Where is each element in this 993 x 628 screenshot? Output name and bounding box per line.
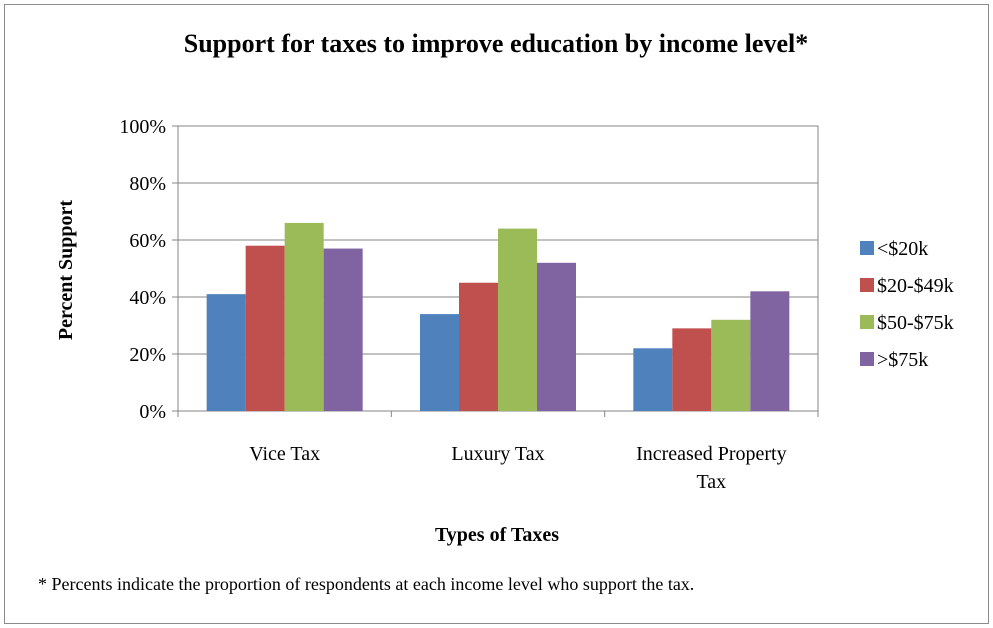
x-axis-title: Types of Taxes <box>435 524 559 546</box>
y-tick-label: 100% <box>119 116 166 138</box>
axes: 0% 20% 40% 60% 80% 100% Vice Tax Luxury Tax Incr… <box>119 116 819 493</box>
footnote: * Percents indicate the proportion of re… <box>38 574 694 594</box>
y-tick-label: 0% <box>139 401 166 423</box>
chart-title: Support for taxes to improve education b… <box>184 29 808 58</box>
bar <box>284 222 324 411</box>
bar <box>459 282 498 411</box>
legend-label: $20-$49k <box>877 275 954 297</box>
legend-swatch <box>860 315 874 329</box>
bar <box>323 248 363 411</box>
legend-label: >$75k <box>877 349 928 371</box>
x-tick-label: Increased Property <box>636 443 787 465</box>
x-tick-label: Vice Tax <box>249 443 320 465</box>
bar <box>711 319 751 411</box>
bar <box>498 228 537 411</box>
bar <box>672 328 712 411</box>
legend-swatch <box>860 352 874 366</box>
legend-label: $50-$75k <box>877 312 954 334</box>
bar <box>750 291 790 411</box>
bars <box>206 222 790 411</box>
legend-label: <$20k <box>877 238 928 260</box>
x-tick-label: Luxury Tax <box>451 443 544 465</box>
y-axis-title: Percent Support <box>55 200 77 341</box>
legend-swatch <box>860 241 874 255</box>
bar <box>245 245 285 411</box>
bar <box>206 294 246 411</box>
y-tick-label: 60% <box>129 230 166 252</box>
bar <box>420 314 459 411</box>
bar <box>633 348 673 411</box>
y-tick-label: 20% <box>129 344 166 366</box>
legend: <$20k $20-$49k $50-$75k >$75k <box>860 238 954 371</box>
bar <box>537 262 576 411</box>
legend-swatch <box>860 278 874 292</box>
y-tick-label: 40% <box>129 287 166 309</box>
y-tick-label: 80% <box>129 173 166 195</box>
x-tick-label: Tax <box>696 471 726 493</box>
